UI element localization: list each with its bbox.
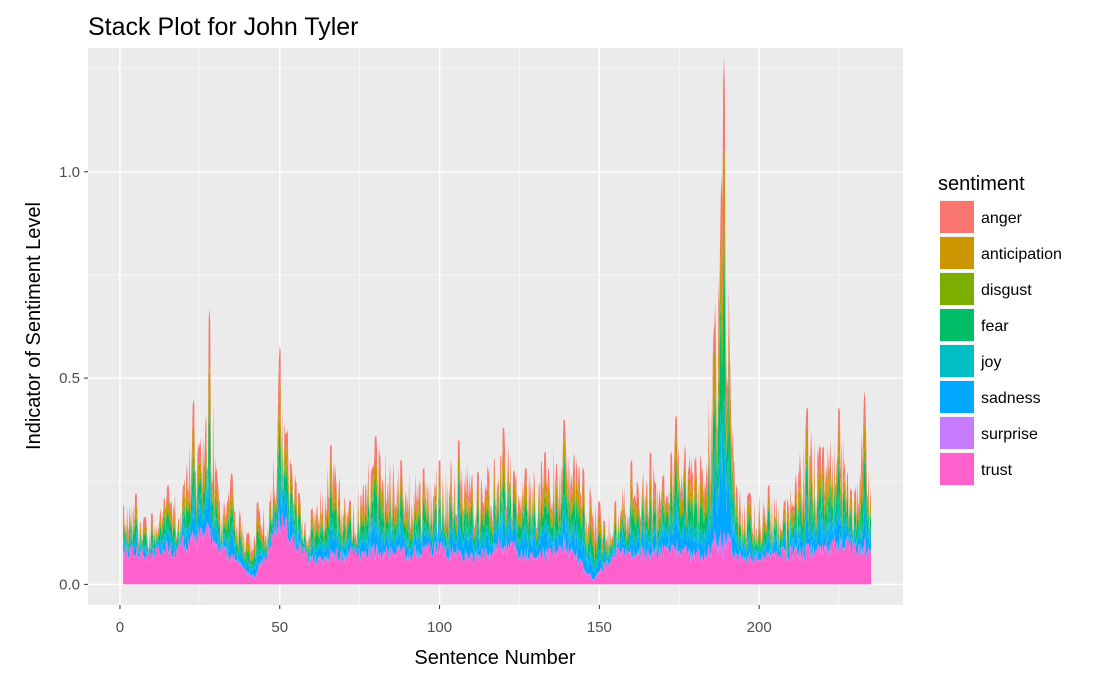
legend-label-sadness: sadness [981, 390, 1041, 407]
legend-swatch-surprise [940, 417, 974, 449]
legend-label-anticipation: anticipation [981, 246, 1062, 263]
y-axis: 0.0 0.5 1.0 [59, 164, 88, 593]
legend-label-trust: trust [981, 462, 1013, 479]
legend-swatch-anger [940, 201, 974, 233]
area-series-joy [123, 395, 872, 572]
x-axis-title: Sentence Number [414, 647, 576, 669]
x-axis: 0 50 100 150 200 [116, 605, 772, 636]
legend-swatch-sadness [940, 381, 974, 413]
legend-label-surprise: surprise [981, 426, 1038, 443]
plot-panel [88, 48, 903, 605]
legend-swatch-anticipation [940, 237, 974, 269]
legend-title: sentiment [938, 173, 1025, 195]
area-series-fear [123, 251, 872, 570]
legend-swatch-disgust [940, 273, 974, 305]
x-tick-label: 0 [116, 619, 124, 636]
area-series-surprise [123, 507, 872, 582]
legend: sentiment anger anticipation disgust fear jo… [938, 173, 1062, 486]
legend-swatch-trust [940, 453, 974, 485]
y-tick-label: 0.5 [59, 370, 80, 387]
chart-title: Stack Plot for John Tyler [88, 13, 359, 41]
x-tick-label: 100 [427, 619, 452, 636]
legend-label-joy: joy [980, 354, 1001, 371]
area-series-trust [123, 513, 872, 585]
legend-label-fear: fear [981, 318, 1009, 335]
y-tick-label: 1.0 [59, 164, 80, 181]
y-tick-label: 0.0 [59, 576, 80, 593]
legend-label-disgust: disgust [981, 282, 1032, 299]
area-series-sadness [123, 429, 872, 580]
stacked-areas [123, 56, 872, 585]
legend-label-anger: anger [981, 210, 1023, 227]
x-tick-label: 150 [587, 619, 612, 636]
y-axis-title: Indicator of Sentiment Level [23, 202, 45, 450]
legend-swatch-joy [940, 345, 974, 377]
legend-swatch-fear [940, 309, 974, 341]
x-tick-label: 50 [271, 619, 288, 636]
x-tick-label: 200 [747, 619, 772, 636]
